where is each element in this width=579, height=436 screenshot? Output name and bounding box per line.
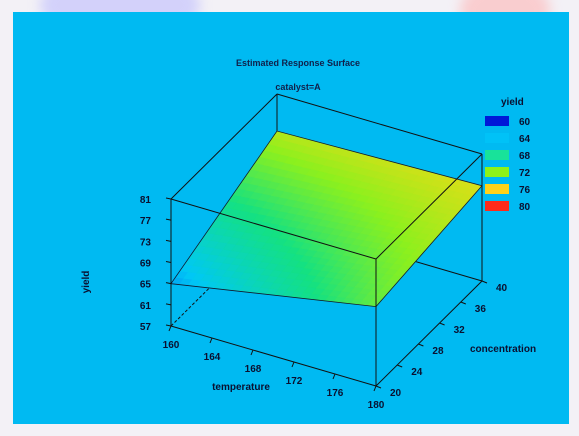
legend-swatch <box>485 167 509 177</box>
legend-label: 80 <box>519 202 531 213</box>
legend-title: yield <box>501 97 524 108</box>
legend-swatch <box>485 184 509 194</box>
z-tick-mark <box>165 303 172 306</box>
yield-axis-ticks: 57 61 65 69 73 77 81 <box>140 195 172 333</box>
legend-swatch <box>485 116 509 126</box>
z-tick-label: 65 <box>140 280 152 291</box>
y-tick-label: 40 <box>496 283 508 294</box>
legend-label: 64 <box>519 134 531 145</box>
box-edge-front-top <box>170 198 377 260</box>
chart-panel: Estimated Response Surface catalyst=A 16… <box>13 12 569 424</box>
x-tick-mark <box>250 349 254 356</box>
x-tick-mark <box>373 385 377 392</box>
y-axis-label: concentration <box>470 344 536 355</box>
z-tick-label: 73 <box>140 237 152 248</box>
x-tick-mark <box>332 373 336 380</box>
legend-label: 72 <box>519 168 531 179</box>
z-tick-label: 61 <box>140 301 152 312</box>
z-tick-mark <box>165 324 172 327</box>
x-tick-mark <box>291 361 295 368</box>
color-legend: yield 60 64 68 72 76 80 <box>485 97 531 213</box>
z-tick-mark <box>165 218 172 221</box>
x-tick-label: 180 <box>368 400 385 411</box>
y-tick-mark <box>397 364 403 368</box>
x-axis-label: temperature <box>212 382 270 393</box>
y-tick-label: 20 <box>390 388 402 399</box>
y-tick-label: 36 <box>475 304 487 315</box>
chart-subtitle: catalyst=A <box>275 82 321 92</box>
legend-swatch <box>485 201 509 211</box>
x-tick-label: 160 <box>163 340 180 351</box>
box-edge-front-bottom <box>170 325 377 387</box>
z-tick-mark <box>165 261 172 263</box>
y-tick-label: 24 <box>411 367 423 378</box>
chart-title: Estimated Response Surface <box>236 58 360 68</box>
temperature-axis-ticks: 160 164 168 172 176 180 <box>163 325 385 411</box>
x-tick-label: 172 <box>286 376 303 387</box>
z-axis-label: yield <box>81 271 92 294</box>
surface-plane <box>170 130 483 308</box>
response-surface-chart: Estimated Response Surface catalyst=A 16… <box>81 58 536 411</box>
legend-label: 68 <box>519 151 531 162</box>
z-tick-mark <box>165 197 172 200</box>
y-tick-mark <box>375 385 382 389</box>
box-edge-back-top <box>276 93 483 155</box>
box-edge-left-top <box>170 93 278 200</box>
z-tick-label: 81 <box>140 195 152 206</box>
y-tick-mark <box>481 280 488 284</box>
x-tick-mark <box>209 337 213 344</box>
z-tick-mark <box>165 282 172 285</box>
y-tick-mark <box>418 343 424 347</box>
legend-label: 60 <box>519 117 531 128</box>
box-edge-right-top <box>375 153 483 260</box>
y-tick-mark <box>439 322 445 326</box>
x-tick-label: 168 <box>245 364 262 375</box>
x-tick-label: 164 <box>204 352 221 363</box>
y-tick-label: 28 <box>432 346 444 357</box>
concentration-axis-ticks: 20 24 28 32 36 40 <box>375 280 508 399</box>
z-tick-label: 57 <box>140 322 152 333</box>
z-tick-label: 77 <box>140 216 152 227</box>
x-tick-label: 176 <box>327 388 344 399</box>
box-edge-right-bottom <box>375 280 483 387</box>
y-tick-label: 32 <box>454 325 466 336</box>
z-tick-label: 69 <box>140 259 152 270</box>
z-tick-mark <box>165 239 172 242</box>
legend-swatch <box>485 150 509 160</box>
x-tick-mark <box>168 325 172 332</box>
legend-swatch <box>485 133 509 143</box>
y-tick-mark <box>460 301 466 305</box>
legend-label: 76 <box>519 185 531 196</box>
